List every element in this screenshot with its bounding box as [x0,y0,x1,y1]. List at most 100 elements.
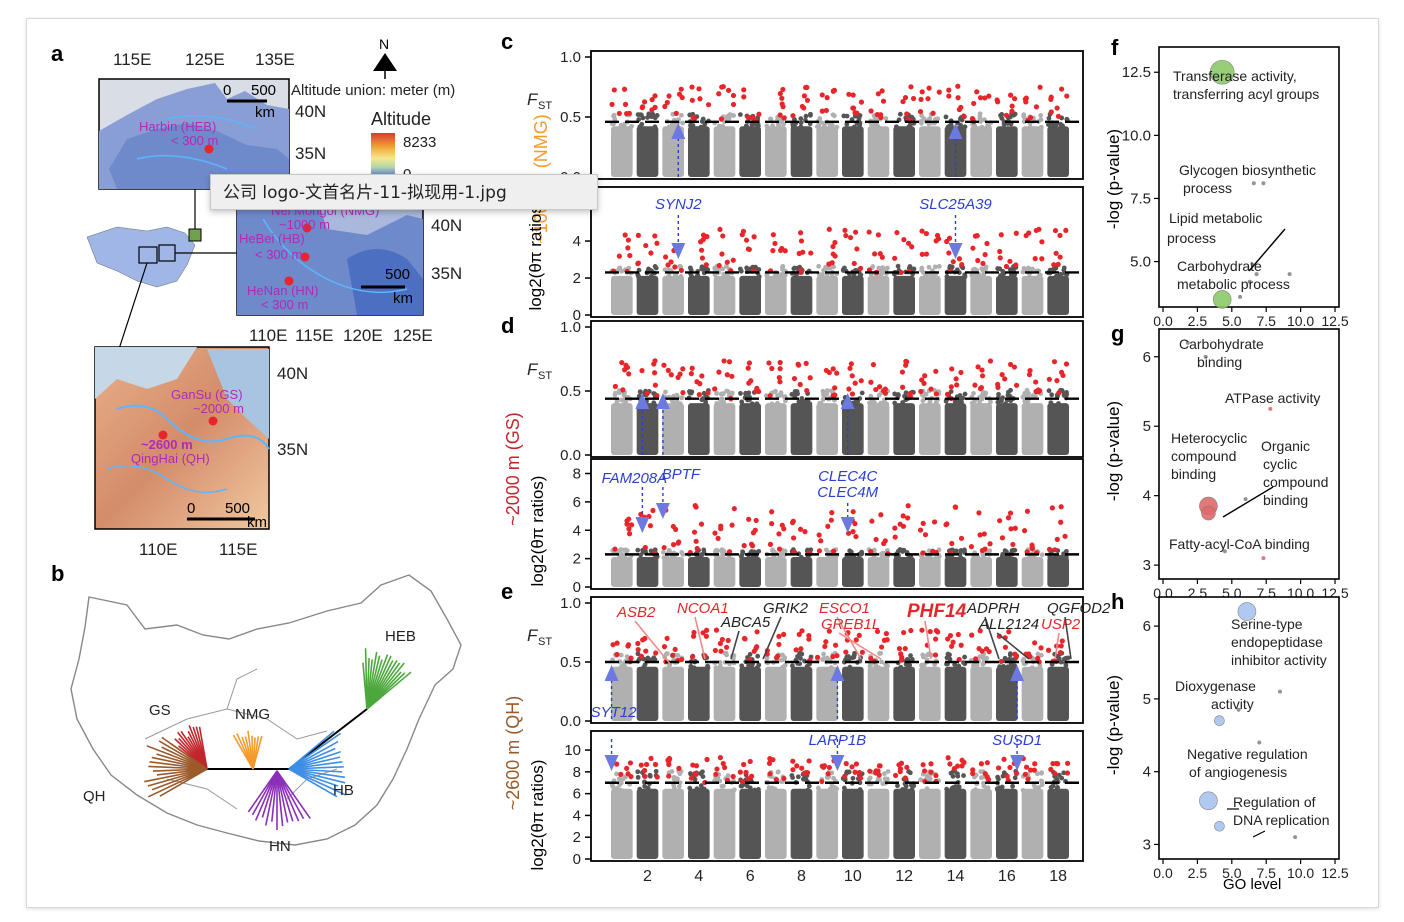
snp-outlier-point [698,521,705,527]
snp-outlier-point [901,237,907,243]
snp-outlier-point [678,267,684,273]
snp-point [738,554,744,559]
snp-point [1038,124,1044,130]
lat-tick: 40N [295,102,326,121]
snp-outlier-point [688,371,694,377]
snp-outlier-point [614,761,620,767]
snp-outlier-point [777,379,783,385]
snp-point [777,124,782,129]
chromosome-column [867,666,890,721]
snp-outlier-point [928,769,934,775]
snp-point [738,783,744,789]
snp-outlier-point [1028,767,1034,773]
go-term-label: binding [1263,492,1308,508]
snp-outlier-point [900,513,906,519]
snp-outlier-point [737,769,743,775]
snp-outlier-point [781,775,787,782]
snp-point [859,549,865,555]
go-term-label: cyclic [1263,456,1297,472]
snp-point [703,399,709,405]
snp-point [958,116,963,122]
tree-branch-hn [271,770,278,822]
snp-point [996,391,1001,397]
gene-label: ALL2124 [978,616,1039,633]
chromosome-column [919,556,941,587]
snp-outlier-point [781,631,787,638]
snp-outlier-point [954,382,960,388]
snp-outlier-point [790,113,796,119]
snp-outlier-point [700,232,707,238]
snp-point [844,113,850,119]
chr-tick-label: 2 [643,868,652,885]
snp-point [678,112,684,118]
snp-outlier-point [893,772,899,779]
snp-point [746,390,752,396]
snp-outlier-point [609,101,615,107]
snp-outlier-point [843,761,849,767]
snp-point [841,785,847,791]
go-term-point [1214,820,1225,832]
snp-outlier-point [1026,230,1032,236]
snp-point [739,663,745,669]
snp-outlier-point [730,257,736,263]
chromosome-column [662,556,684,587]
snp-point [778,390,784,396]
lon-tick: 115E [113,50,151,69]
chr-tick-label: 4 [694,868,703,885]
snp-outlier-point [859,649,865,655]
snp-outlier-point [625,771,631,777]
snp-outlier-point [721,358,727,364]
chr-tick-label: 10 [844,868,862,885]
y-tick-label: 2 [573,270,581,287]
snp-outlier-point [1033,379,1039,385]
snp-point [900,786,906,792]
snp-outlier-point [978,761,985,767]
snp-outlier-point [1055,113,1062,119]
chromosome-column [662,403,684,455]
snp-point [892,391,898,397]
snp-outlier-point [850,529,856,535]
snp-point [612,116,618,122]
snp-outlier-point [970,770,976,777]
snp-point [1063,655,1069,661]
snp-outlier-point [803,84,809,91]
chromosome-column [816,788,838,859]
snp-point [751,549,757,555]
snp-outlier-point [624,521,630,527]
chromosome-column [893,275,915,315]
go-plot-h: 0.0 2.5 5.0 7.5 10.0 12.5 6 5 4 3 Serine-type endop… [1143,596,1349,881]
snp-point [650,111,656,117]
annotation-arrow-head [635,517,650,533]
snp-point [720,391,726,397]
snp-outlier-point [930,110,936,116]
snp-point [936,264,942,269]
snp-point [797,650,802,656]
snp-outlier-point [1056,389,1062,396]
snp-point [723,263,729,269]
snp-outlier-point [626,531,633,537]
snp-point [999,398,1004,404]
snp-outlier-point [616,110,622,117]
chromosome-column [636,788,659,859]
panel-e-label: e [501,579,513,604]
snp-outlier-point [951,766,957,772]
snp-point [1039,778,1044,784]
snp-outlier-point [842,773,848,779]
snp-outlier-point [662,103,668,110]
y-tick-label: 5 [1143,691,1151,708]
snp-outlier-point [719,84,725,90]
y-tick-label: 0.5 [560,383,581,400]
snp-outlier-point [801,93,807,99]
snp-outlier-point [875,91,881,97]
tree-branch-hn [276,770,289,823]
snp-outlier-point [959,757,965,763]
snp-point [680,552,686,557]
snp-outlier-point [958,535,965,541]
snp-point [1039,782,1045,788]
snp-point [981,272,987,278]
go-term-point [1277,689,1282,694]
snp-outlier-point [799,765,805,771]
snp-point [879,400,885,406]
snp-point [678,264,683,269]
snp-outlier-point [946,250,952,256]
